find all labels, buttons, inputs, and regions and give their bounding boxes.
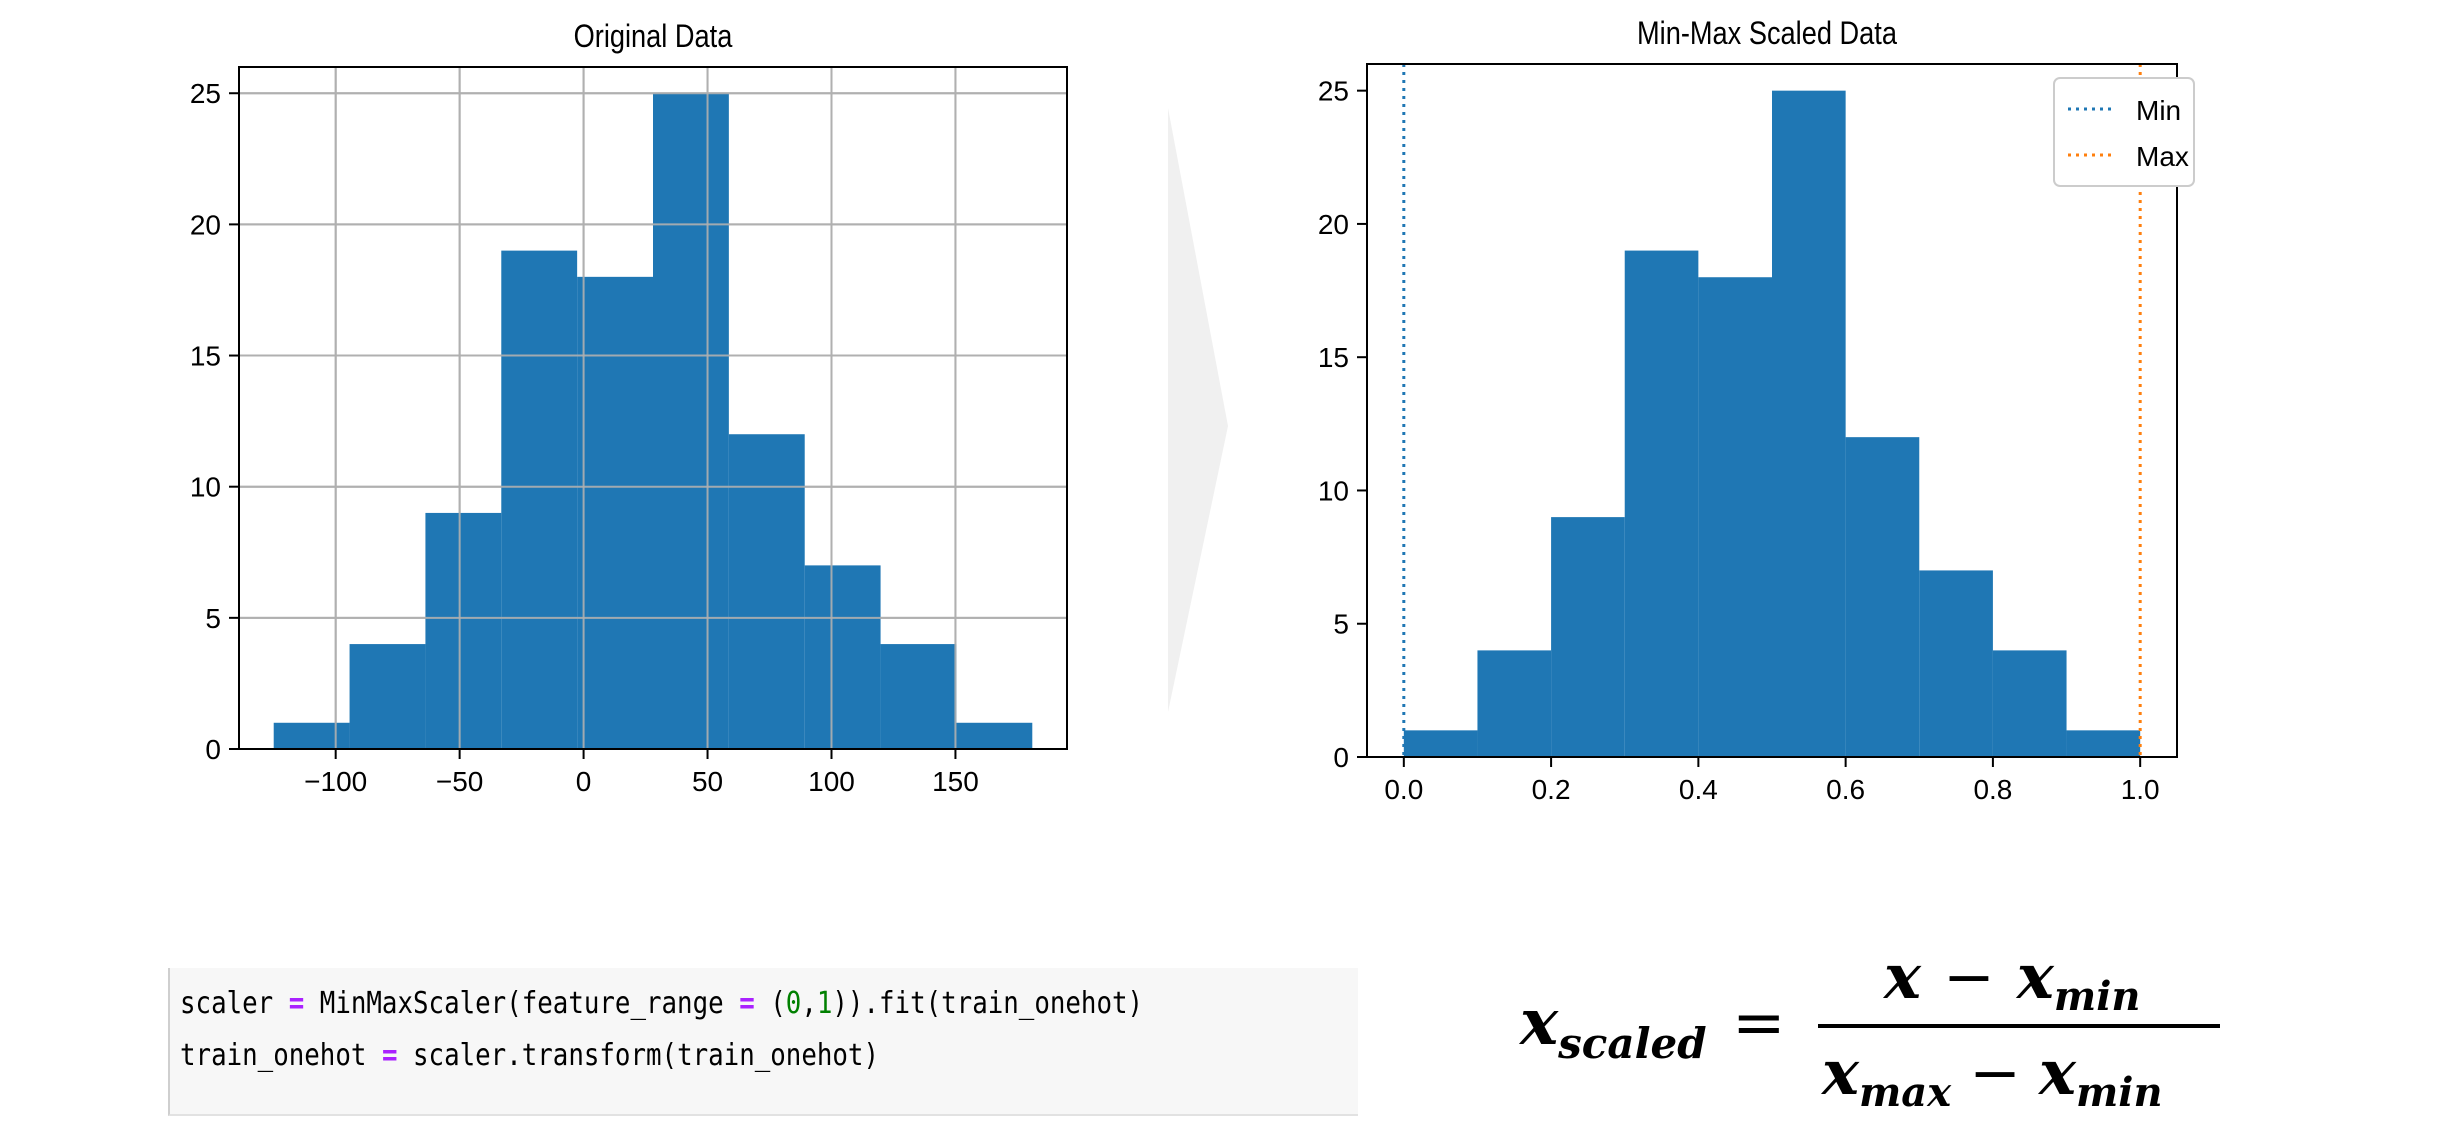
- histogram-bar: [1698, 277, 1772, 757]
- code-text: ,: [801, 986, 817, 1021]
- histogram-bar: [1551, 517, 1625, 757]
- formula-equals: =: [1732, 986, 1786, 1060]
- x-tick-label: 0.2: [1532, 774, 1571, 805]
- code-operator: =: [381, 1038, 398, 1073]
- x-tick-label: 1.0: [2121, 774, 2160, 805]
- y-tick-label: 20: [190, 209, 221, 240]
- y-tick-label: 0: [1333, 742, 1349, 773]
- y-tick-label: 10: [1318, 475, 1349, 506]
- histogram-min-max-scaled: Min-Max Scaled Data 0.0 0.2 0.4 0.6 0.8 1.0 0 5…: [1318, 16, 2195, 805]
- y-tick-label: 25: [1318, 76, 1349, 107]
- chart-title: Min-Max Scaled Data: [1637, 16, 1897, 52]
- code-block: scaler = MinMaxScaler(feature_range = (0…: [168, 968, 1358, 1116]
- axes-frame: [1366, 63, 2178, 758]
- x-tick-label: 50: [692, 766, 723, 797]
- formula-lhs: xscaled: [1518, 985, 1707, 1068]
- x-tick-label: 0: [576, 766, 592, 797]
- histogram-original: Original Data −100 −50 0 50 100 150 0 5 10 15 20 25: [190, 19, 1068, 797]
- min-max-formula: xscaled = x − xmin xmax − xmin: [1518, 940, 2220, 1116]
- histogram-bar: [728, 434, 805, 749]
- y-tick-label: 5: [205, 603, 221, 634]
- code-line: scaler = MinMaxScaler(feature_range = (0…: [180, 986, 1143, 1021]
- chart-title: Original Data: [574, 19, 733, 55]
- code-operator: =: [288, 986, 305, 1021]
- histogram-bar: [653, 93, 729, 749]
- legend: Min Max: [2053, 77, 2195, 187]
- x-tick-label: 150: [932, 766, 979, 797]
- code-text: )).fit(train_onehot): [832, 986, 1144, 1021]
- formula-denominator: xmax − xmin: [1820, 1036, 2163, 1116]
- code-number: 0: [785, 986, 802, 1021]
- y-tick-label: 10: [190, 472, 221, 503]
- histogram-bar: [1477, 650, 1552, 757]
- histogram-bar: [1624, 250, 1699, 758]
- axes-frame: [238, 66, 1068, 750]
- code-operator: =: [739, 986, 755, 1021]
- formula-numerator: x − xmin: [1882, 940, 2141, 1020]
- y-tick-label: 25: [190, 78, 221, 109]
- code-text: (: [754, 986, 786, 1021]
- histogram-bar: [425, 512, 502, 749]
- code-line: train_onehot = scaler.transform(train_on…: [180, 1038, 879, 1073]
- legend-box: [2053, 77, 2195, 187]
- x-tick-label: −50: [436, 766, 484, 797]
- histogram-bar: [2066, 730, 2141, 757]
- x-tick-label: 0.4: [1679, 774, 1718, 805]
- histogram-bar: [1772, 90, 1846, 757]
- y-tick-label: 15: [1318, 342, 1349, 373]
- histogram-bar: [349, 644, 426, 749]
- code-text: train_onehot: [180, 1038, 382, 1073]
- x-tick-label: 0.8: [1973, 774, 2012, 805]
- y-tick-label: 5: [1333, 609, 1349, 640]
- histogram-bar: [577, 276, 653, 749]
- transition-arrow: [1168, 108, 1228, 712]
- histogram-bar: [1845, 437, 1920, 757]
- x-tick-label: 0.0: [1384, 774, 1423, 805]
- x-tick-label: 100: [808, 766, 855, 797]
- histogram-bar: [804, 565, 881, 749]
- x-tick-label: 0.6: [1826, 774, 1865, 805]
- histogram-bar: [1919, 570, 1993, 757]
- code-text: MinMaxScaler(feature_range: [304, 986, 740, 1021]
- histogram-bar: [956, 722, 1033, 749]
- legend-max-label: Max: [2136, 141, 2189, 172]
- histogram-bar: [273, 722, 350, 749]
- code-number: 1: [816, 986, 833, 1021]
- code-text: scaler.transform(train_onehot): [397, 1038, 880, 1073]
- histogram-bar: [880, 644, 957, 749]
- y-tick-label: 0: [205, 734, 221, 765]
- legend-min-label: Min: [2136, 95, 2181, 126]
- y-tick-label: 15: [190, 341, 221, 372]
- histogram-bar: [501, 250, 578, 749]
- y-tick-label: 20: [1318, 209, 1349, 240]
- code-text: scaler: [180, 986, 289, 1021]
- histogram-bar: [1992, 650, 2067, 757]
- x-tick-label: −100: [304, 766, 367, 797]
- histogram-bar: [1403, 730, 1478, 757]
